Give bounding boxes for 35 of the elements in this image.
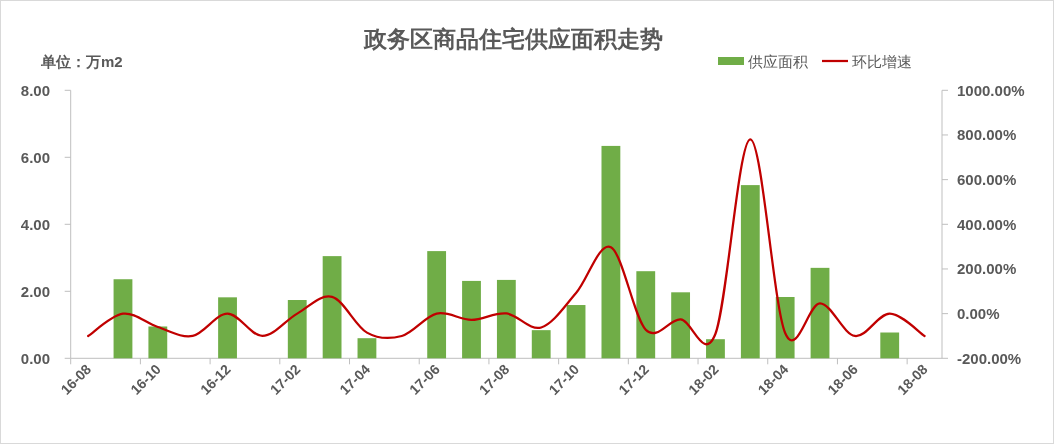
bar [322, 256, 342, 359]
bar [671, 292, 691, 359]
y2-tick-label: 800.00% [957, 126, 1017, 144]
bar [462, 280, 481, 359]
y2-tick-label: 600.00% [957, 171, 1017, 189]
bar [566, 305, 586, 359]
bar [775, 297, 795, 359]
bar [496, 279, 516, 359]
bar [706, 339, 725, 359]
y-tick-label: 2.00 [20, 282, 50, 300]
y2-tick-label: 200.00% [957, 260, 1017, 278]
bar [113, 279, 133, 359]
bar [427, 251, 447, 359]
bar [148, 326, 168, 359]
y-axis-title: 单位：万m2 [40, 53, 123, 70]
y2-tick-label: 0.00% [957, 305, 1000, 323]
bar [810, 267, 830, 359]
bar [531, 330, 551, 359]
bar [740, 185, 760, 359]
y-tick-label: 6.00 [20, 148, 50, 166]
y2-tick-label: 1000.00% [957, 81, 1025, 99]
legend-label: 供应面积 [748, 52, 808, 70]
y2-tick-label: -200.00% [957, 349, 1022, 367]
y-tick-label: 8.00 [20, 81, 50, 99]
bar [880, 332, 900, 359]
bar [636, 271, 656, 359]
y-tick-label: 0.00 [20, 349, 50, 367]
y2-tick-label: 400.00% [957, 215, 1017, 233]
chart-title: 政务区商品住宅供应面积走势 [362, 26, 663, 52]
bar [287, 300, 307, 359]
bar [601, 145, 621, 359]
legend-label: 环比增速 [852, 52, 912, 70]
bar [357, 338, 377, 359]
y-tick-label: 4.00 [20, 215, 50, 233]
bar [218, 297, 237, 359]
